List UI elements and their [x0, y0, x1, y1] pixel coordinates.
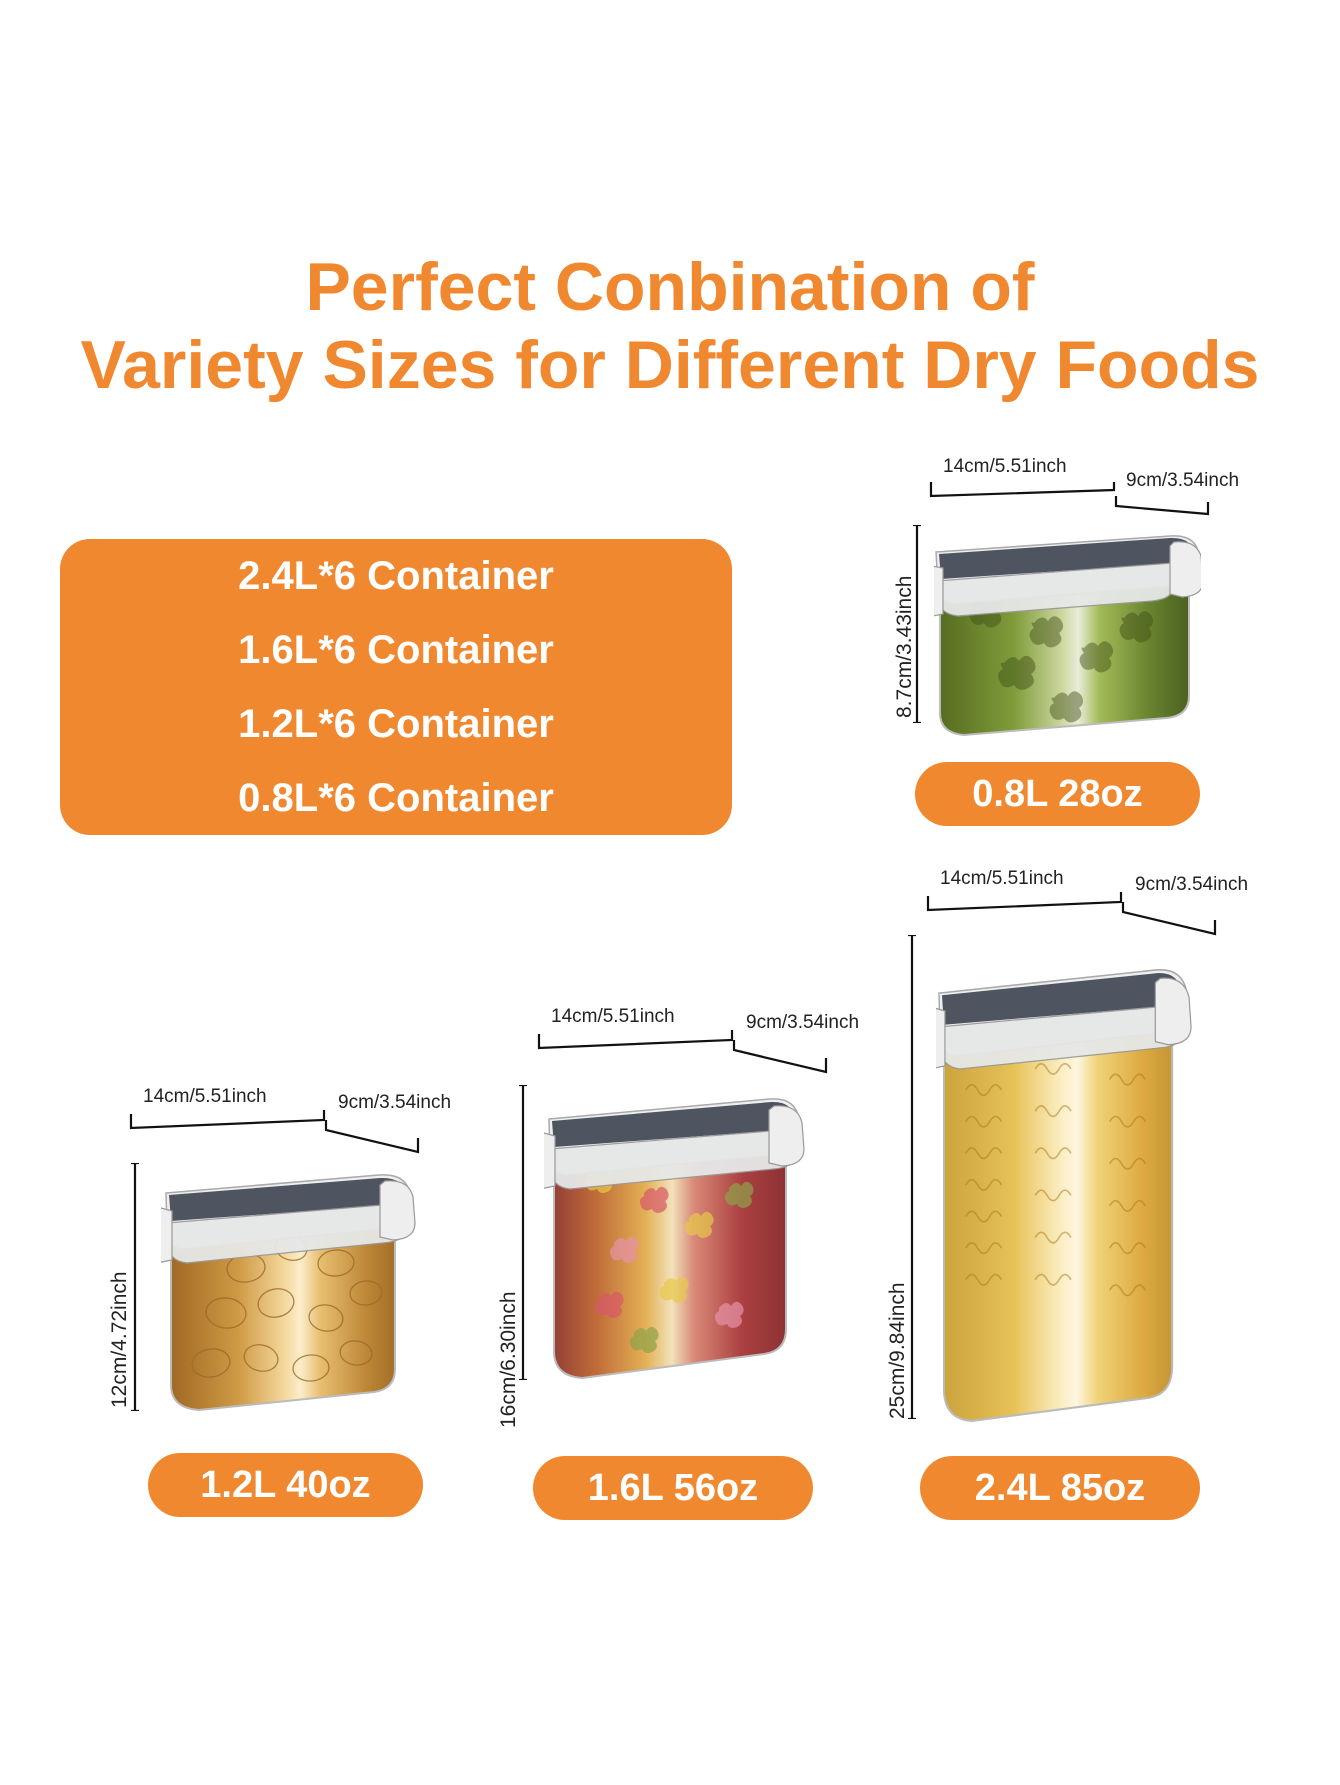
- svg-text:9cm/3.54inch: 9cm/3.54inch: [1126, 470, 1239, 491]
- svg-text:14cm/5.51inch: 14cm/5.51inch: [940, 868, 1064, 889]
- svg-text:9cm/3.54inch: 9cm/3.54inch: [1135, 874, 1248, 895]
- svg-text:14cm/5.51inch: 14cm/5.51inch: [551, 1006, 675, 1027]
- svg-text:14cm/5.51inch: 14cm/5.51inch: [143, 1086, 267, 1107]
- svg-text:9cm/3.54inch: 9cm/3.54inch: [746, 1012, 859, 1033]
- svg-text:9cm/3.54inch: 9cm/3.54inch: [338, 1092, 451, 1113]
- svg-text:14cm/5.51inch: 14cm/5.51inch: [943, 456, 1067, 477]
